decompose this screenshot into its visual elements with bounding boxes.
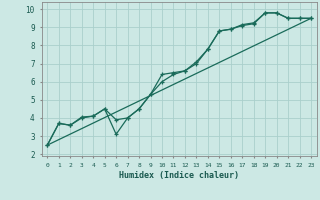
X-axis label: Humidex (Indice chaleur): Humidex (Indice chaleur) — [119, 171, 239, 180]
